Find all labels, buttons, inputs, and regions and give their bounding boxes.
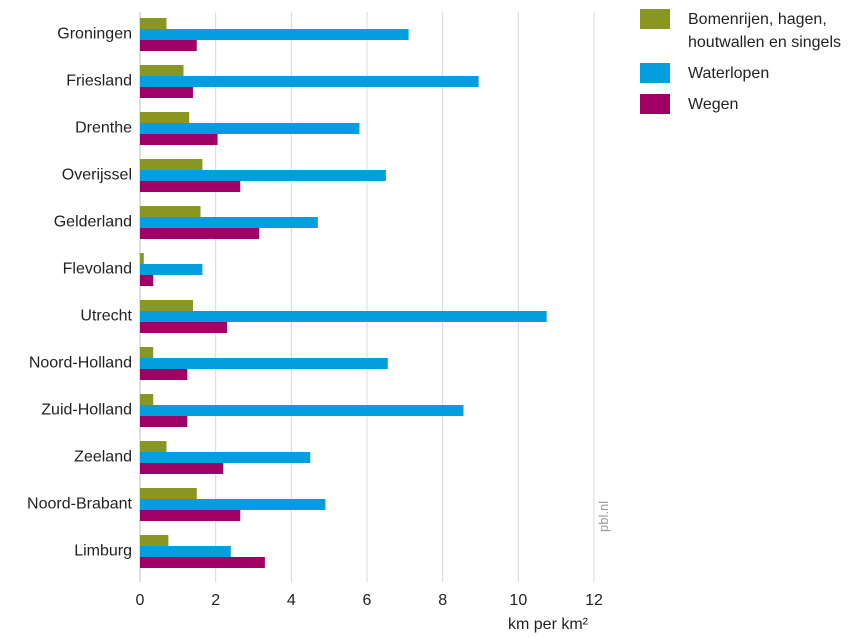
category-label-gelderland: Gelderland xyxy=(54,214,132,231)
bar-drenthe-series-0 xyxy=(140,112,190,123)
legend-swatch-wegen xyxy=(640,94,670,114)
legend-item-wegen: Wegen xyxy=(640,93,855,116)
category-label-zeeland: Zeeland xyxy=(74,449,132,466)
category-label-zuid-holland: Zuid-Holland xyxy=(41,402,132,419)
x-tick-label-0: 0 xyxy=(136,592,145,609)
category-label-noord-brabant: Noord-Brabant xyxy=(27,496,133,513)
x-axis-label: km per km² xyxy=(508,616,589,633)
bar-noord-holland-series-2 xyxy=(140,369,188,380)
x-tick-label-6: 6 xyxy=(363,592,372,609)
bar-groningen-series-2 xyxy=(140,40,197,51)
bar-limburg-series-1 xyxy=(140,546,231,557)
bar-friesland-series-1 xyxy=(140,76,479,87)
legend-label-waterlopen: Waterlopen xyxy=(688,65,770,82)
bar-overijssel-series-2 xyxy=(140,181,241,192)
category-label-limburg: Limburg xyxy=(74,543,132,560)
legend-swatch-bomenrijen xyxy=(640,9,670,29)
bar-noord-holland-series-1 xyxy=(140,358,388,369)
watermark-text: pbl.nl xyxy=(596,500,611,532)
bar-groningen-series-1 xyxy=(140,29,409,40)
bar-noord-brabant-series-0 xyxy=(140,488,197,499)
bar-drenthe-series-2 xyxy=(140,134,218,145)
category-label-overijssel: Overijssel xyxy=(62,167,132,184)
bar-limburg-series-2 xyxy=(140,557,265,568)
legend-item-waterlopen: Waterlopen xyxy=(640,62,855,85)
bar-utrecht-series-2 xyxy=(140,322,228,333)
bar-flevoland-series-2 xyxy=(140,275,154,286)
bar-zeeland-series-0 xyxy=(140,441,167,452)
category-label-friesland: Friesland xyxy=(66,73,132,90)
legend-swatch-waterlopen xyxy=(640,63,670,83)
bar-utrecht-series-0 xyxy=(140,300,193,311)
bar-flevoland-series-1 xyxy=(140,264,203,275)
bar-groningen-series-0 xyxy=(140,18,167,29)
bar-zeeland-series-2 xyxy=(140,463,224,474)
legend-label-wegen: Wegen xyxy=(688,96,739,113)
x-tick-label-2: 2 xyxy=(211,592,220,609)
legend: Bomenrijen, hagen, houtwallen en singels… xyxy=(640,8,855,124)
category-label-flevoland: Flevoland xyxy=(63,261,132,278)
bar-utrecht-series-1 xyxy=(140,311,547,322)
category-label-noord-holland: Noord-Holland xyxy=(29,355,132,372)
bar-zuid-holland-series-1 xyxy=(140,405,464,416)
legend-label-bomenrijen: Bomenrijen, hagen, houtwallen en singels xyxy=(688,11,841,51)
x-tick-label-12: 12 xyxy=(585,592,603,609)
bar-overijssel-series-0 xyxy=(140,159,203,170)
category-label-groningen: Groningen xyxy=(57,26,132,43)
bar-gelderland-series-2 xyxy=(140,228,260,239)
category-label-utrecht: Utrecht xyxy=(80,308,132,325)
bar-friesland-series-2 xyxy=(140,87,193,98)
bar-zuid-holland-series-2 xyxy=(140,416,188,427)
legend-item-bomenrijen: Bomenrijen, hagen, houtwallen en singels xyxy=(640,8,855,54)
bar-gelderland-series-1 xyxy=(140,217,318,228)
bar-noord-brabant-series-2 xyxy=(140,510,241,521)
bar-limburg-series-0 xyxy=(140,535,169,546)
x-tick-label-4: 4 xyxy=(287,592,296,609)
bar-friesland-series-0 xyxy=(140,65,184,76)
x-tick-label-8: 8 xyxy=(438,592,447,609)
x-tick-label-10: 10 xyxy=(509,592,527,609)
bar-overijssel-series-1 xyxy=(140,170,386,181)
bar-gelderland-series-0 xyxy=(140,206,201,217)
bar-flevoland-series-0 xyxy=(140,253,144,264)
bar-zuid-holland-series-0 xyxy=(140,394,154,405)
bar-noord-holland-series-0 xyxy=(140,347,154,358)
category-label-drenthe: Drenthe xyxy=(75,120,132,137)
bar-drenthe-series-1 xyxy=(140,123,360,134)
bar-zeeland-series-1 xyxy=(140,452,311,463)
bar-noord-brabant-series-1 xyxy=(140,499,326,510)
